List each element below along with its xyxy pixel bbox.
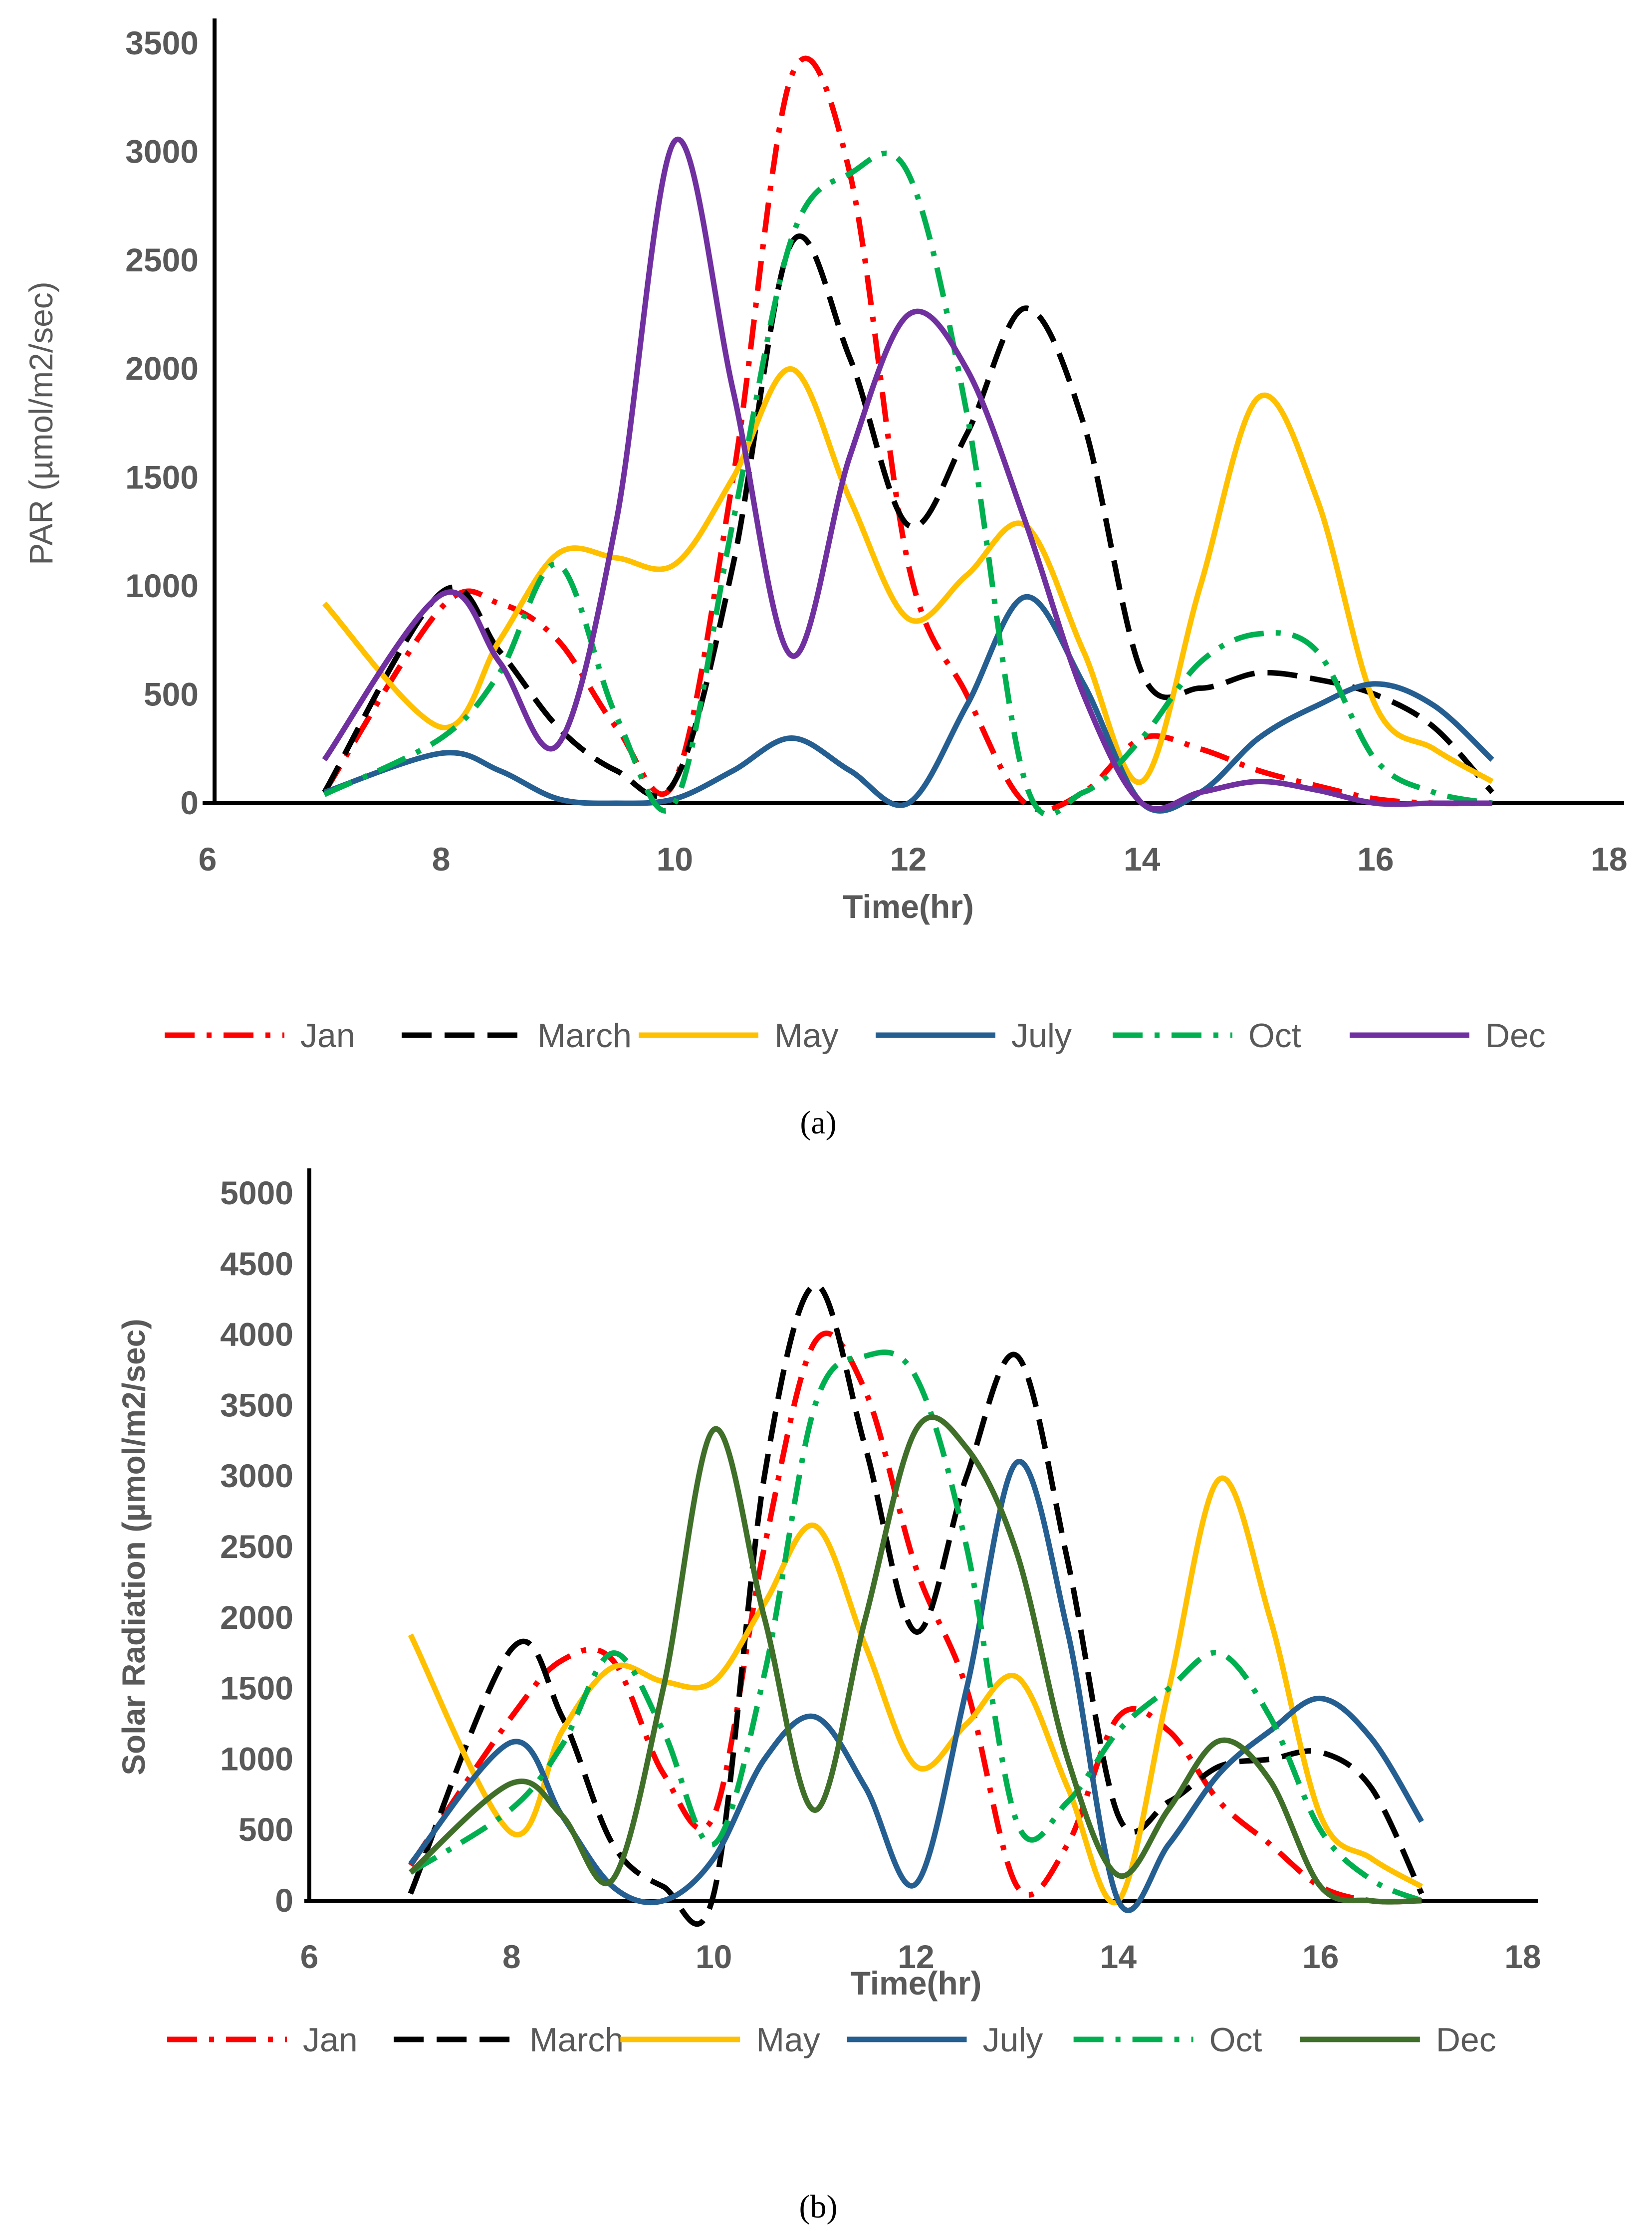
legend-label-march: March	[529, 2021, 624, 2059]
x-tick-label: 18	[1504, 1938, 1541, 1975]
legend-label-july: July	[1011, 1017, 1072, 1055]
series-line-oct	[323, 150, 1493, 818]
series-line-march	[322, 233, 1494, 799]
y-tick-label: 5000	[220, 1174, 293, 1211]
legend-label-dec: Dec	[1436, 2021, 1496, 2059]
y-axis-label: Solar Radiation (µmol/m2/sec)	[116, 1319, 152, 1775]
series-line-july	[408, 1459, 1424, 1913]
solar-radiation-chart: 0 500 1000 1500 2000 2500 3000 3500 4000 4500 5000…	[116, 1168, 1541, 2225]
chart-panel-a: 0 500 1000 1500 2000 2500 3000 3500 6 8 10 12 14 16 18…	[22, 18, 1628, 1141]
figure-caption: (b)	[799, 2189, 838, 2225]
legend-label-oct: Oct	[1248, 1017, 1301, 1055]
legend-label-jan: Jan	[300, 1017, 355, 1055]
y-tick-label: 1500	[220, 1670, 293, 1707]
x-tick-label: 8	[502, 1938, 521, 1975]
series-line-dec	[322, 137, 1492, 812]
legend-label-may: May	[774, 1017, 838, 1055]
figure-caption: (a)	[800, 1105, 836, 1141]
y-tick-label: 3000	[125, 133, 199, 170]
y-tick-label: 2500	[220, 1528, 293, 1565]
par-chart: 0 500 1000 1500 2000 2500 3000 3500 6 8 10 12 14 16 18…	[22, 18, 1628, 1141]
y-tick-label: 3000	[220, 1457, 293, 1494]
x-tick-label: 16	[1302, 1938, 1339, 1975]
x-tick-label: 18	[1591, 841, 1627, 878]
legend-label-july: July	[983, 2021, 1043, 2059]
y-tick-label: 1500	[125, 458, 199, 495]
x-tick-label: 12	[898, 1938, 934, 1975]
y-tick-label: 1000	[125, 567, 199, 604]
series-line-oct	[409, 1349, 1423, 1904]
plot-area: 0 500 1000 1500 2000 2500 3000 3500 4000 4500 5000…	[116, 1168, 1541, 2002]
series-line-may	[408, 1475, 1423, 1906]
y-axis-label: PAR (µmol/m2/sec)	[22, 281, 59, 565]
legend-label-oct: Oct	[1209, 2021, 1262, 2059]
series-line-may	[322, 366, 1494, 785]
y-tick-label: 0	[180, 784, 199, 821]
x-axis-label: Time(hr)	[851, 1965, 982, 2002]
y-tick-label: 3500	[220, 1386, 293, 1423]
y-tick-label: 2000	[125, 350, 199, 387]
legend-label-may: May	[756, 2021, 820, 2059]
series-group	[322, 55, 1494, 818]
y-tick-label: 2500	[125, 241, 199, 278]
x-tick-label: 12	[890, 841, 927, 878]
x-axis-label: Time(hr)	[843, 888, 974, 925]
legend-label-march: March	[537, 1017, 632, 1055]
series-line-march	[408, 1282, 1424, 1927]
series-group	[408, 1282, 1424, 1927]
y-tick-label: 0	[275, 1882, 293, 1919]
legend: Jan March May July Oct Dec	[165, 1017, 1546, 1055]
y-tick-label: 4500	[220, 1245, 293, 1282]
x-tick-label: 6	[199, 841, 217, 878]
y-tick-label: 1000	[220, 1740, 293, 1777]
plot-area: 0 500 1000 1500 2000 2500 3000 3500 6 8 10 12 14 16 18…	[22, 18, 1628, 925]
legend-label-dec: Dec	[1485, 1017, 1546, 1055]
series-line-july	[323, 594, 1494, 814]
x-tick-label: 8	[432, 841, 451, 878]
chart-panel-b: 0 500 1000 1500 2000 2500 3000 3500 4000 4500 5000…	[0, 1162, 1652, 2231]
y-tick-label: 500	[144, 675, 199, 712]
legend: Jan March May July Oct Dec	[167, 2021, 1496, 2059]
x-tick-label: 14	[1124, 841, 1161, 878]
legend-label-jan: Jan	[303, 2021, 358, 2059]
series-line-jan	[322, 55, 1492, 813]
series-line-dec	[409, 1414, 1422, 1905]
x-tick-label: 10	[657, 841, 693, 878]
x-tick-label: 16	[1357, 841, 1394, 878]
x-tick-label: 6	[300, 1938, 319, 1975]
x-tick-label: 10	[696, 1938, 732, 1975]
y-tick-label: 500	[238, 1811, 293, 1848]
y-tick-label: 3500	[125, 24, 199, 61]
x-tick-label: 14	[1100, 1938, 1137, 1975]
y-tick-label: 2000	[220, 1599, 293, 1636]
y-tick-label: 4000	[220, 1316, 293, 1353]
